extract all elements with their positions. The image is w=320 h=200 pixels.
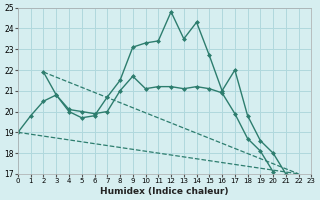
X-axis label: Humidex (Indice chaleur): Humidex (Indice chaleur) <box>100 187 229 196</box>
